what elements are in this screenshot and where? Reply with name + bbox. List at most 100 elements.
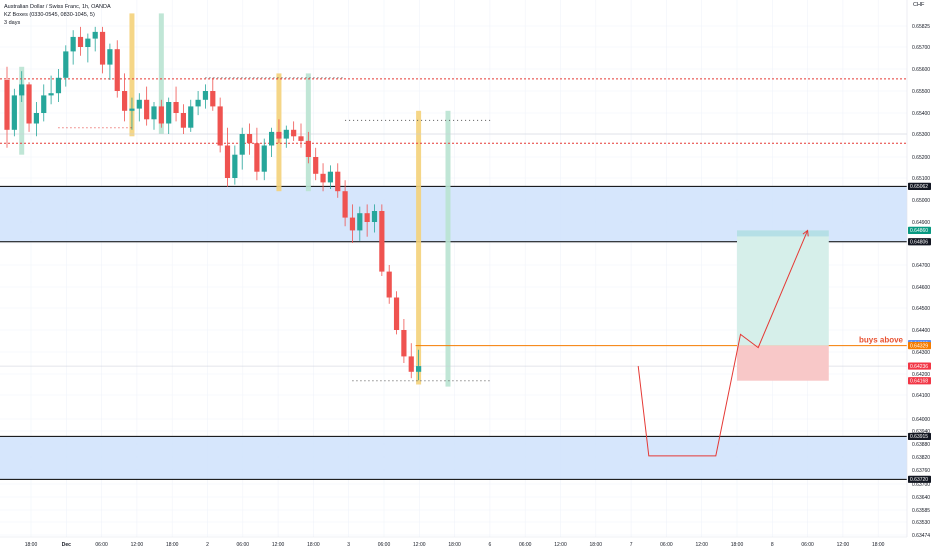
projection xyxy=(637,229,809,457)
candle-body xyxy=(217,106,223,146)
price-badge-label: 0.64860 xyxy=(910,228,928,234)
price-badge-label: 0.64806 xyxy=(910,240,928,246)
candle-body xyxy=(158,106,164,124)
x-tick-label: 8 xyxy=(771,542,774,548)
candle-body xyxy=(386,271,392,298)
candle-body xyxy=(99,31,106,65)
x-tick-label: 7 xyxy=(630,542,633,548)
candle-body xyxy=(55,77,62,94)
candle-body xyxy=(85,38,91,47)
candle-body xyxy=(276,131,282,139)
price-badge xyxy=(908,432,931,441)
candle-body xyxy=(305,140,311,157)
chart-title: Australian Dollar / Swiss Franc, 1h, OAN… xyxy=(4,4,111,10)
candle-body xyxy=(173,102,179,113)
x-tick-label: 18:00 xyxy=(872,542,885,548)
projection-line xyxy=(637,230,809,457)
y-tick-label: 0.63700 xyxy=(912,482,930,488)
candle-body xyxy=(269,131,275,146)
price-badge xyxy=(908,377,931,385)
candle-body xyxy=(19,84,25,96)
y-tick-label: 0.63530 xyxy=(912,520,930,526)
candle-body xyxy=(202,91,209,100)
candle-body xyxy=(26,84,32,124)
candle-body xyxy=(283,129,289,139)
y-tick-label: 0.64500 xyxy=(912,306,930,312)
stop-box xyxy=(737,345,829,381)
y-tick-label: 0.64000 xyxy=(912,417,930,423)
target-box-top-band xyxy=(737,230,829,237)
candle-body xyxy=(254,143,260,172)
x-tick-label: 12:00 xyxy=(272,542,285,548)
price-badge-label: 0.64236 xyxy=(910,364,928,370)
candle-body xyxy=(349,217,356,231)
price-axis: 0.65825 0.65700 0.65600 0.65500 0.65400 0.653… xyxy=(912,24,930,539)
price-axis-panel[interactable] xyxy=(907,0,932,550)
candle-body xyxy=(408,356,414,372)
x-tick-label: 12:00 xyxy=(837,542,850,548)
price-badge-label: 0.64329 xyxy=(910,343,928,349)
x-tick-label: 3 xyxy=(347,542,350,548)
killzone-bar-7 xyxy=(445,110,451,387)
candle-body xyxy=(129,108,135,111)
candle-body xyxy=(291,129,297,137)
killzone-bar-6 xyxy=(416,110,422,385)
x-tick-label: 18:00 xyxy=(448,542,461,548)
candle-body xyxy=(327,171,333,183)
projection-arrowhead xyxy=(802,229,809,237)
chart-legend: Australian Dollar / Swiss Franc, 1h, OAN… xyxy=(4,3,111,27)
candle-body xyxy=(11,95,17,130)
candle-body xyxy=(114,49,120,91)
candle-body xyxy=(136,99,142,109)
candle-body xyxy=(41,95,47,113)
candle-body xyxy=(335,171,341,192)
price-badge xyxy=(908,226,931,234)
x-tick-label: 06:00 xyxy=(801,542,814,548)
candle-body xyxy=(92,31,98,39)
x-tick-label: 2 xyxy=(206,542,209,548)
y-tick-label: 0.64600 xyxy=(912,285,930,291)
candle-body xyxy=(107,49,113,65)
candle-body xyxy=(364,213,370,222)
candle-body xyxy=(77,36,84,47)
indicator-label: KZ Boxes (0330-0545, 0830-1045, 5) xyxy=(4,12,95,18)
killzone-bar-2 xyxy=(129,13,135,137)
x-tick-label: 06:00 xyxy=(237,542,250,548)
candle-body xyxy=(379,211,385,272)
y-tick-label: 0.63760 xyxy=(912,468,930,474)
y-tick-label: 0.65825 xyxy=(912,24,930,30)
candle-body xyxy=(239,134,245,155)
candle-body xyxy=(210,91,216,107)
y-tick-label: 0.65300 xyxy=(912,132,930,138)
price-badge xyxy=(908,342,931,350)
y-tick-label: 0.63474 xyxy=(912,533,930,539)
y-tick-label: 0.65600 xyxy=(912,67,930,73)
price-badge xyxy=(908,475,931,483)
time-axis-panel[interactable] xyxy=(0,537,932,550)
y-tick-label: 0.65700 xyxy=(912,45,930,51)
price-badge xyxy=(908,362,931,370)
x-tick-label: 18:00 xyxy=(731,542,744,548)
price-badge-label: 0.63720 xyxy=(910,477,928,483)
x-tick-label: 12:00 xyxy=(131,542,144,548)
x-tick-label: 06:00 xyxy=(660,542,673,548)
candle-body xyxy=(371,211,378,222)
candle-body xyxy=(416,366,422,372)
y-tick-label: 0.63585 xyxy=(912,508,930,514)
y-tick-label: 0.63880 xyxy=(912,442,930,448)
price-badge xyxy=(908,182,931,190)
price-badge xyxy=(908,238,931,246)
candle-body xyxy=(4,80,10,130)
y-tick-label: 0.64900 xyxy=(912,220,930,226)
y-tick-label: 0.63940 xyxy=(912,429,930,435)
y-tick-label: 0.65400 xyxy=(912,111,930,117)
candle-body xyxy=(180,113,186,128)
price-badge-label: 0.63915 xyxy=(910,434,928,440)
currency-label: CHF xyxy=(913,2,925,8)
price-badge-label: 0.64168 xyxy=(910,379,928,385)
candle-body xyxy=(393,297,400,330)
time-axis: 18:00 Dec 06:00 12:00 18:00 2 06:00 12:00 18:00 3… xyxy=(25,542,885,548)
candle-body xyxy=(151,106,157,120)
x-tick-label: 06:00 xyxy=(378,542,391,548)
